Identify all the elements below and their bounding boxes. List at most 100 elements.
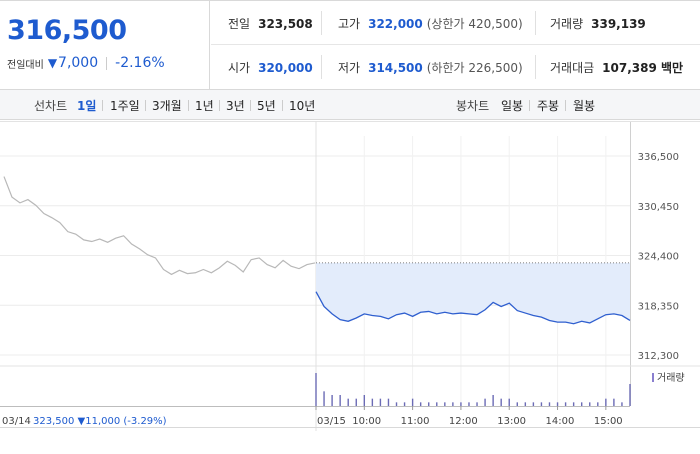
volume-bar (339, 395, 341, 406)
stat-divider (321, 11, 322, 35)
x-tick-label: 03/15 (317, 416, 346, 427)
period-1y-tab[interactable]: 1년 (195, 99, 214, 113)
volume-bar (371, 398, 374, 406)
volume-bar (452, 402, 454, 406)
volume-bar (613, 398, 615, 406)
y-tick-label: 330,450 (638, 202, 679, 213)
period-1d-tab[interactable]: 1일 (77, 99, 97, 113)
volume-bar (605, 398, 607, 406)
volume-bar (468, 402, 470, 406)
x-tick-label: 10:00 (352, 416, 381, 427)
period-5y-tab[interactable]: 5년 (257, 99, 276, 113)
stat-divider (535, 11, 536, 35)
period-3m-tab[interactable]: 3개월 (152, 99, 182, 113)
volume-bar (460, 402, 462, 406)
change-row: 전일대비 ▼ 7,000 -2.16% (7, 55, 165, 71)
volume-legend-label: 거래량 (657, 372, 685, 384)
toolbar-divider (219, 100, 220, 111)
candle-monthly-tab[interactable]: 월봉 (573, 99, 596, 113)
volume-bar (347, 398, 349, 406)
volume-bar (436, 402, 438, 406)
stats-panel: 전일 323,508 고가 322,000 (상한가 420,500) 거래량 339,… (211, 1, 700, 90)
current-price: 316,500 (7, 15, 127, 46)
volume-bar (629, 384, 631, 406)
volume-bar (411, 398, 414, 406)
volume-bar (387, 398, 390, 406)
x-tick-label: 11:00 (401, 416, 430, 427)
volume-bar (419, 402, 422, 406)
x-tick-label: 03/14 (2, 416, 31, 427)
change-label: 전일대비 (7, 59, 44, 71)
stat-trade-value: 거래대금 107,389 백만 (550, 61, 684, 75)
stat-low: 저가 314,500 (하한가 226,500) (338, 61, 523, 75)
toolbar-divider (145, 100, 146, 111)
stats-row-2: 시가 320,000 저가 314,500 (하한가 226,500) 거래대금 107… (211, 45, 700, 89)
volume-bar (395, 402, 398, 406)
volume-bar (564, 402, 567, 406)
volume-bar (476, 402, 478, 406)
volume-bar (444, 402, 446, 406)
volume-bar (331, 395, 333, 406)
volume-bar (315, 373, 317, 406)
volume-bar (621, 402, 623, 406)
volume-bar (379, 398, 382, 406)
stat-divider (535, 55, 536, 79)
change-amount: 7,000 (58, 55, 99, 71)
stat-volume: 거래량 339,139 (550, 17, 646, 31)
candle-daily-tab[interactable]: 일봉 (501, 99, 524, 113)
volume-bar (524, 402, 527, 406)
toolbar-divider (102, 100, 103, 111)
toolbar-divider (188, 100, 189, 111)
y-tick-label: 324,400 (638, 252, 679, 263)
volume-bar (484, 398, 486, 406)
volume-bar (548, 402, 551, 406)
toolbar-divider (282, 100, 283, 111)
volume-bar (572, 402, 575, 406)
volume-bar (428, 402, 430, 406)
line-chart-label: 선차트 (34, 99, 68, 113)
volume-bar (532, 402, 535, 406)
series-line-prev-day (3, 176, 316, 276)
volume-bar (500, 398, 502, 406)
x-tick-label: 14:00 (546, 416, 575, 427)
stat-high: 고가 322,000 (상한가 420,500) (338, 17, 523, 31)
stat-open: 시가 320,000 (228, 61, 313, 75)
prev-day-price-readout: 323,500 ▼11,000 (-3.29%) (33, 416, 167, 427)
toolbar-divider (529, 100, 530, 111)
stat-prev-close: 전일 323,508 (228, 17, 313, 31)
period-10y-tab[interactable]: 10년 (289, 99, 316, 113)
toolbar-divider (565, 100, 566, 111)
price-chart[interactable]: 336,500 330,450 324,400 318,350 312,300 거래량 03… (0, 121, 700, 450)
x-tick-label: 15:00 (594, 416, 623, 427)
volume-bar (597, 402, 599, 406)
volume-bar (355, 398, 357, 406)
volume-legend-swatch (652, 373, 654, 382)
volume-bar (403, 402, 406, 406)
volume-bar (580, 402, 583, 406)
change-area-fill (316, 262, 630, 324)
stat-divider (321, 55, 322, 79)
volume-bar (492, 395, 494, 406)
change-divider (106, 56, 108, 70)
change-percent: -2.16% (115, 55, 165, 71)
volume-bar (323, 391, 325, 406)
candle-chart-label: 봉차트 (456, 99, 490, 113)
chart-toolbar: 선차트 1일 1주일 3개월 1년 3년 5년 10년 봉차트 일봉 주봉 월봉 (0, 90, 700, 120)
series-line-today (315, 291, 631, 325)
y-tick-label: 318,350 (638, 301, 679, 312)
candle-weekly-tab[interactable]: 주봉 (537, 99, 560, 113)
volume-bar (540, 402, 543, 406)
stats-row-1: 전일 323,508 고가 322,000 (상한가 420,500) 거래량 339,… (211, 1, 700, 45)
volume-bar (363, 395, 366, 406)
toolbar-divider (250, 100, 251, 111)
period-1w-tab[interactable]: 1주일 (110, 99, 140, 113)
x-tick-label: 13:00 (497, 416, 526, 427)
volume-bar (589, 402, 591, 406)
y-tick-label: 312,300 (638, 351, 679, 362)
y-tick-label: 336,500 (638, 152, 679, 163)
down-triangle-icon: ▼ (47, 56, 58, 70)
period-3y-tab[interactable]: 3년 (226, 99, 245, 113)
x-tick-label: 12:00 (449, 416, 478, 427)
price-box: 316,500 전일대비 ▼ 7,000 -2.16% (0, 1, 210, 90)
quote-header: 316,500 전일대비 ▼ 7,000 -2.16% 전일 323,508 고가… (0, 0, 700, 90)
